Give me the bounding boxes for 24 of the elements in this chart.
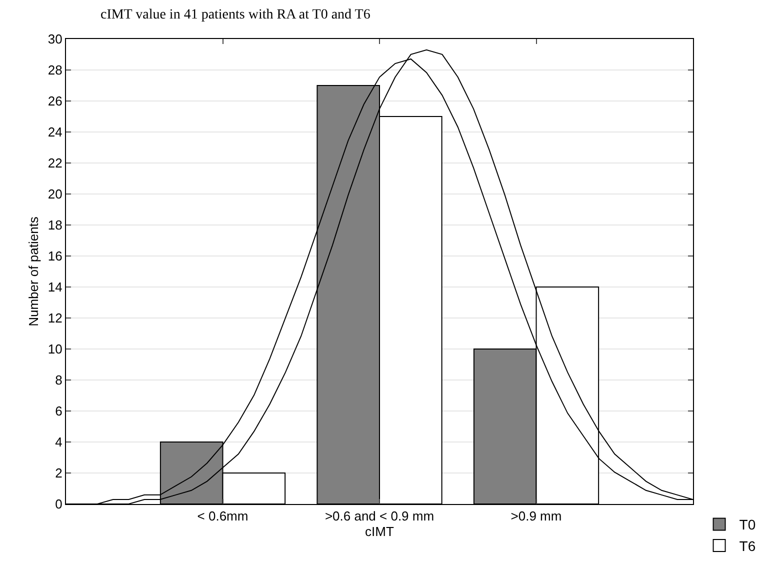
y-tick-label: 12 <box>48 310 62 326</box>
y-tick-label: 28 <box>48 62 62 78</box>
y-tick-label: 18 <box>48 218 62 233</box>
y-axis-title: Number of patients <box>26 216 41 326</box>
y-tick-label: 20 <box>48 186 62 202</box>
y-tick-label: 16 <box>48 248 62 264</box>
x-tick-label: < 0.6mm <box>197 508 248 524</box>
y-tick-label: 22 <box>48 156 62 171</box>
x-axis-title: cIMT <box>365 524 394 540</box>
y-tick-label: 2 <box>55 466 62 481</box>
legend-label: T0 <box>739 516 756 533</box>
x-tick-label: >0.6 and < 0.9 mm <box>324 508 434 524</box>
y-tick-label: 24 <box>48 124 62 140</box>
y-tick-label: 10 <box>48 342 62 357</box>
y-tick-label: 14 <box>48 280 62 295</box>
y-tick-label: 6 <box>55 404 62 419</box>
y-tick-label: 26 <box>48 94 62 109</box>
y-tick-label: 0 <box>55 496 62 512</box>
legend-label: T6 <box>739 538 756 554</box>
x-tick-label: >0.9 mm <box>510 508 562 524</box>
y-tick-label: 8 <box>55 372 62 388</box>
y-tick-label: 30 <box>48 32 62 47</box>
y-tick-label: 4 <box>55 434 62 450</box>
chart-title: cIMT value in 41 patients with RA at T0 and T6 <box>100 7 370 22</box>
